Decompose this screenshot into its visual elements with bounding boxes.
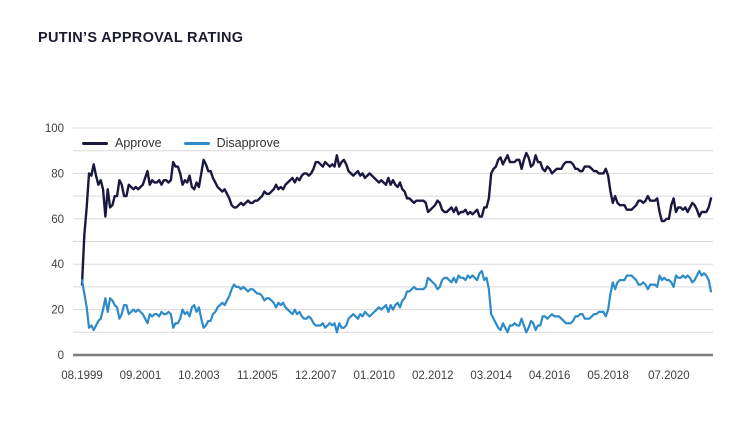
x-tick-label: 08.1999 — [61, 370, 103, 382]
page-title: PUTIN’S APPROVAL RATING — [38, 30, 244, 46]
y-tick-label: 20 — [51, 305, 64, 317]
approve-line — [80, 151, 713, 286]
y-tick-label: 60 — [51, 214, 64, 226]
x-tick-label: 01.2010 — [353, 370, 395, 382]
y-tick-label: 80 — [51, 168, 64, 180]
disapprove-line — [80, 269, 713, 334]
x-tick-label: 11.2005 — [237, 370, 278, 382]
y-tick-label: 40 — [51, 259, 64, 271]
y-tick-label: 100 — [45, 123, 64, 135]
x-tick-label: 03.2014 — [470, 370, 512, 382]
legend-label-approve: Approve — [115, 136, 162, 150]
legend: Approve Disapprove — [82, 135, 280, 151]
y-tick-label: 0 — [58, 350, 64, 362]
legend-label-disapprove: Disapprove — [216, 136, 280, 150]
approve-line-swatch-icon — [82, 141, 108, 145]
x-tick-label: 10.2003 — [178, 370, 220, 382]
disapprove-line-swatch-icon — [183, 141, 210, 145]
x-tick-label: 05.2018 — [587, 370, 629, 382]
x-tick-label: 12.2007 — [295, 370, 337, 382]
x-tick-label: 02.2012 — [412, 370, 454, 382]
x-tick-label: 07.2020 — [648, 370, 690, 382]
x-tick-label: 04.2016 — [529, 370, 571, 382]
x-tick-label: 09.2001 — [120, 370, 162, 382]
